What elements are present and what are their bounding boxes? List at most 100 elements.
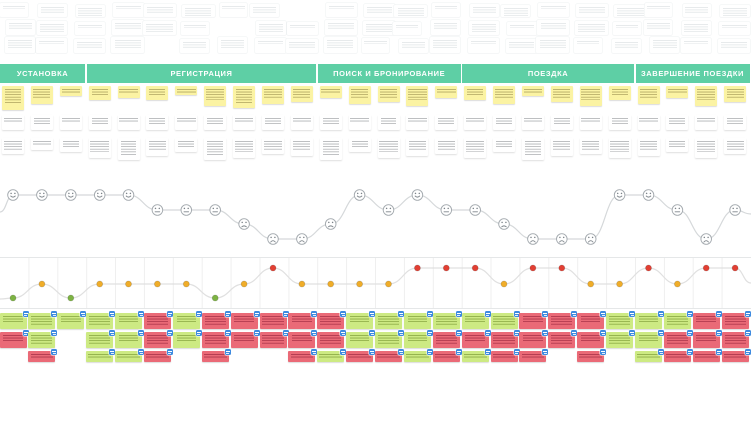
insight-note-positive[interactable] — [115, 349, 144, 362]
step-note[interactable] — [30, 86, 53, 104]
action-note[interactable] — [435, 115, 458, 130]
detail-note[interactable] — [59, 138, 82, 152]
top-scratch-note[interactable] — [680, 38, 712, 53]
top-scratch-note[interactable] — [500, 5, 531, 17]
emotion-face-neutral[interactable] — [671, 204, 684, 216]
emotion-face-happy[interactable] — [7, 189, 19, 201]
emotion-face-sad[interactable] — [324, 218, 337, 230]
insight-note-positive[interactable] — [115, 330, 144, 348]
metric-dot-yellow[interactable] — [327, 280, 335, 288]
top-scratch-note[interactable] — [179, 39, 209, 53]
note-app-icon[interactable] — [744, 330, 751, 336]
detail-note[interactable] — [493, 138, 515, 152]
top-scratch-note[interactable] — [217, 37, 248, 53]
action-note[interactable] — [724, 115, 747, 130]
emotion-face-happy[interactable] — [93, 189, 106, 201]
insight-note-positive[interactable] — [115, 311, 144, 329]
step-note[interactable] — [695, 86, 718, 106]
emotion-face-sad[interactable] — [498, 218, 510, 230]
top-scratch-note[interactable] — [5, 37, 35, 53]
insight-note-negative[interactable] — [490, 349, 520, 362]
phase-header-4[interactable]: ПОЕЗДКА — [462, 64, 634, 83]
detail-note[interactable] — [435, 138, 458, 154]
insight-note-positive[interactable] — [635, 311, 664, 329]
note-app-icon[interactable] — [253, 330, 260, 336]
insight-note-negative[interactable] — [577, 311, 607, 329]
detail-note[interactable] — [608, 138, 631, 158]
note-app-icon[interactable] — [311, 330, 318, 336]
note-app-icon[interactable] — [571, 330, 578, 336]
emotion-face-neutral[interactable] — [180, 204, 193, 216]
detail-note[interactable] — [666, 138, 689, 152]
detail-note[interactable] — [146, 138, 169, 156]
action-note[interactable] — [493, 115, 515, 130]
insight-note-negative[interactable] — [143, 330, 173, 348]
note-app-icon[interactable] — [22, 311, 29, 317]
top-scratch-note[interactable] — [250, 4, 280, 17]
insight-note-negative[interactable] — [259, 311, 289, 329]
insight-note-positive[interactable] — [403, 349, 433, 362]
step-note[interactable] — [348, 86, 371, 104]
step-note[interactable] — [59, 86, 82, 96]
insight-note-positive[interactable] — [461, 349, 491, 362]
emotion-face-sad[interactable] — [238, 218, 250, 230]
top-scratch-note[interactable] — [323, 37, 357, 53]
top-scratch-note[interactable] — [112, 20, 145, 35]
emotion-face-happy[interactable] — [642, 189, 655, 201]
top-scratch-note[interactable] — [6, 20, 35, 35]
emotion-face-neutral[interactable] — [469, 204, 481, 216]
insight-note-negative[interactable] — [288, 349, 318, 362]
top-scratch-note[interactable] — [538, 3, 570, 17]
metric-dot-red[interactable] — [471, 264, 479, 272]
top-scratch-note[interactable] — [37, 4, 67, 17]
insight-note-positive[interactable] — [346, 311, 376, 329]
step-note[interactable] — [88, 86, 111, 100]
insight-note-negative[interactable] — [432, 330, 462, 348]
insight-note-positive[interactable] — [461, 311, 491, 329]
note-app-icon[interactable] — [369, 311, 376, 317]
insight-note-negative[interactable] — [577, 349, 607, 362]
note-app-icon[interactable] — [600, 311, 607, 317]
top-scratch-note[interactable] — [256, 21, 287, 35]
note-app-icon[interactable] — [109, 330, 116, 336]
insight-note-negative[interactable] — [663, 349, 693, 362]
emotion-face-verysad[interactable] — [296, 233, 308, 245]
note-app-icon[interactable] — [51, 311, 58, 317]
top-scratch-note[interactable] — [574, 38, 602, 53]
insight-note-positive[interactable] — [635, 330, 664, 348]
action-note[interactable] — [233, 115, 256, 130]
top-scratch-note[interactable] — [430, 37, 460, 53]
emotion-face-happy[interactable] — [36, 189, 48, 201]
top-scratch-note[interactable] — [113, 3, 145, 17]
note-app-icon[interactable] — [600, 349, 607, 355]
insight-note-positive[interactable] — [606, 330, 636, 348]
note-app-icon[interactable] — [224, 311, 231, 317]
emotion-face-verysad[interactable] — [267, 233, 279, 245]
note-app-icon[interactable] — [455, 349, 462, 355]
note-app-icon[interactable] — [398, 349, 404, 355]
note-app-icon[interactable] — [282, 311, 289, 317]
note-app-icon[interactable] — [484, 349, 491, 355]
action-note[interactable] — [695, 115, 718, 130]
step-note[interactable] — [319, 86, 342, 98]
insight-note-positive[interactable] — [0, 311, 29, 329]
note-app-icon[interactable] — [426, 311, 433, 317]
emotion-face-happy[interactable] — [65, 189, 77, 201]
detail-note[interactable] — [290, 138, 313, 156]
note-app-icon[interactable] — [138, 311, 144, 317]
top-scratch-note[interactable] — [287, 22, 318, 35]
insight-note-positive[interactable] — [490, 311, 520, 329]
metric-dot-yellow[interactable] — [182, 280, 190, 288]
note-app-icon[interactable] — [398, 330, 404, 336]
top-scratch-note[interactable] — [718, 39, 750, 53]
insight-note-negative[interactable] — [692, 311, 722, 329]
metric-dot-yellow[interactable] — [38, 280, 46, 288]
metric-dot-yellow[interactable] — [96, 280, 104, 288]
note-app-icon[interactable] — [51, 349, 58, 355]
detail-note[interactable] — [2, 138, 24, 154]
top-scratch-note[interactable] — [363, 4, 396, 17]
emotion-face-verysad[interactable] — [556, 233, 568, 245]
phase-header-1[interactable]: УСТАНОВКА — [0, 64, 86, 83]
note-app-icon[interactable] — [426, 330, 433, 336]
top-scratch-note[interactable] — [35, 38, 67, 53]
